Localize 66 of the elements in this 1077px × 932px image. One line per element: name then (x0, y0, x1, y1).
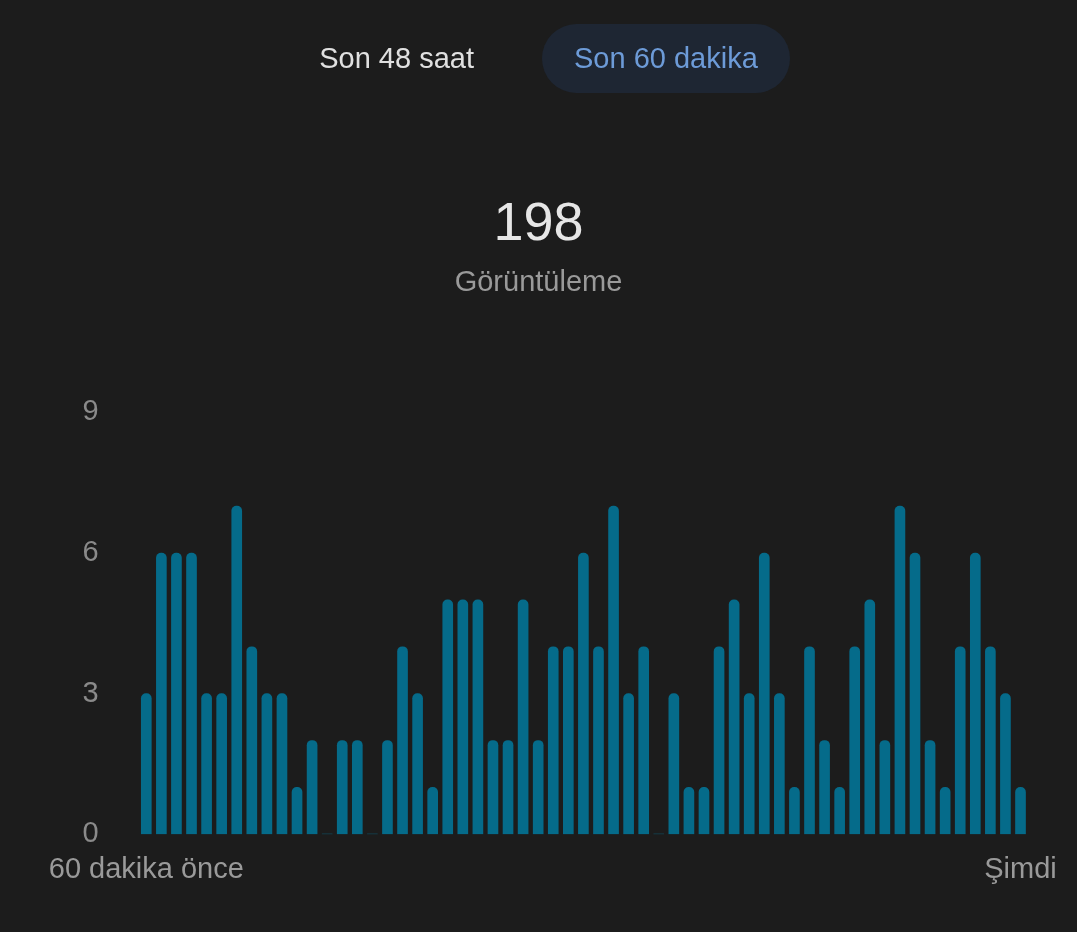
bar (291, 787, 303, 835)
bar (804, 646, 815, 835)
bar (336, 740, 348, 835)
chart-title: 198 (492, 190, 585, 252)
bar (698, 787, 710, 835)
bar (382, 740, 393, 835)
bar (156, 552, 167, 835)
x-tick-label: Şimdi (984, 851, 1057, 884)
bar (864, 599, 876, 835)
bar (306, 740, 318, 835)
text: Son 60 dakika (541, 24, 790, 93)
bar (954, 646, 966, 835)
y-tick-label: 9 (82, 394, 99, 427)
bar (171, 552, 182, 835)
bar (201, 693, 212, 835)
bar (532, 740, 544, 835)
bar (849, 646, 861, 835)
bar (819, 740, 830, 835)
bar (216, 693, 227, 835)
bar (231, 505, 243, 835)
bar (578, 552, 589, 835)
bar (472, 599, 484, 835)
bar (140, 693, 152, 835)
bar (623, 693, 634, 835)
bar (412, 693, 423, 835)
bar (593, 646, 604, 835)
bar (713, 646, 725, 835)
bar (261, 693, 273, 835)
bar (834, 787, 845, 835)
bar (879, 740, 891, 835)
bar (969, 552, 981, 835)
y-tick-label: 6 (82, 535, 99, 567)
bar (728, 599, 740, 835)
bar (774, 693, 785, 835)
bar (502, 740, 514, 835)
bar (186, 552, 197, 835)
bar (563, 646, 574, 835)
bar (427, 787, 439, 835)
bar (909, 552, 921, 835)
bar (351, 740, 363, 835)
bar (743, 693, 755, 835)
bar (985, 646, 996, 835)
bar (683, 787, 695, 835)
bar (487, 740, 499, 835)
bar (789, 787, 800, 835)
bar (547, 646, 559, 835)
y-tick-label: 3 (82, 675, 99, 708)
bar (397, 646, 408, 835)
bar (939, 787, 951, 835)
bar (457, 599, 469, 835)
bar (638, 646, 650, 835)
bar (1000, 693, 1011, 835)
bar (758, 552, 770, 835)
text: Son 48 saat (318, 41, 475, 76)
bar (517, 599, 529, 835)
bar (924, 740, 936, 835)
x-tick-label: 60 dakika önce (48, 851, 244, 884)
bar (894, 505, 906, 835)
bar (608, 505, 619, 835)
bar (276, 693, 288, 835)
y-tick-label: 0 (82, 816, 99, 849)
chart-subtitle: Görüntüleme (453, 265, 624, 298)
bar (442, 599, 454, 835)
bar (668, 693, 680, 835)
bar (246, 646, 258, 835)
bar (1015, 787, 1026, 835)
